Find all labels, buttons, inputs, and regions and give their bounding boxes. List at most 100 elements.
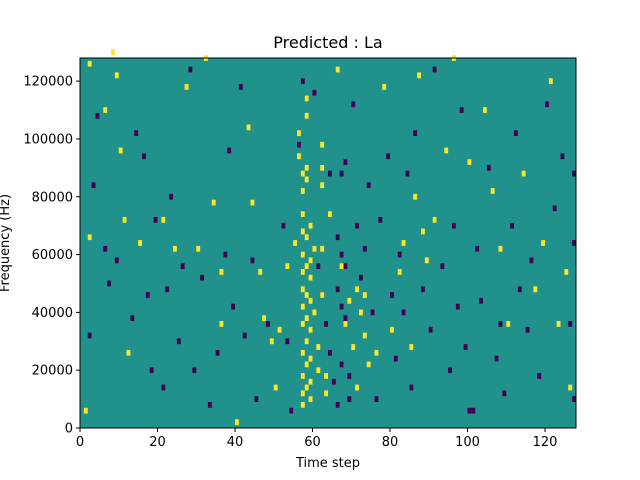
heatmap-cell-low [545,101,549,108]
y-tick-label: 80000 [32,190,73,205]
heatmap-cell-low [347,396,352,402]
heatmap-cell-high [308,274,313,281]
heatmap-cell-high [490,188,495,194]
heatmap-cell-high [521,170,526,177]
heatmap-cell-high [533,286,538,293]
heatmap-cell-high [300,251,305,258]
heatmap-cell-high [297,130,301,137]
heatmap-cell-low [231,303,236,310]
heatmap-cell-high [304,338,309,345]
heatmap-cell-low [95,112,100,119]
heatmap-cell-low [165,286,170,293]
heatmap-cell-low [347,373,352,379]
heatmap-cell-low [207,401,212,408]
heatmap-cell-high [467,159,472,165]
heatmap-cell-high [304,164,309,171]
heatmap-cell-low [343,315,348,322]
heatmap-cell-low [215,349,220,356]
heatmap-cell-high [413,193,418,200]
heatmap-cell-high [219,269,224,275]
heatmap-cell-low [238,84,243,90]
heatmap-cell-high [374,349,379,356]
heatmap-cell-high [343,321,348,327]
heatmap-cell-low [339,361,344,368]
heatmap-cell-low [254,396,259,402]
heatmap-cell-low [324,321,329,327]
x-tick-label: 0 [76,435,84,450]
x-tick-label: 80 [382,435,399,450]
heatmap-cell-high [355,384,360,391]
heatmap-cell-high [269,338,274,345]
heatmap-cell-high [320,182,325,189]
heatmap-cell-high [362,292,367,298]
heatmap-cell-high [397,269,402,275]
heatmap-cell-low [459,107,464,113]
heatmap-cell-high [548,78,553,85]
heatmap-cell-low [192,367,197,374]
heatmap-cell-high [83,407,88,414]
heatmap-cell-low [560,153,565,160]
heatmap-cell-high [483,107,487,113]
heatmap-cell-high [246,124,251,131]
heatmap-cell-low [335,234,340,241]
heatmap-cell-low [390,292,394,298]
heatmap-cell-high [308,326,313,333]
heatmap-cell-low [242,332,247,339]
heatmap-cell-high [300,211,305,217]
heatmap-cell-low [409,384,414,391]
heatmap-cell-low [494,355,499,362]
heatmap-cell-low [432,66,437,73]
heatmap-cell-low [455,303,460,310]
heatmap-cell-high [304,112,309,119]
heatmap-cell-low [366,182,371,189]
heatmap-cell-low [572,240,577,246]
heatmap-cell-low [479,297,484,304]
heatmap-cell-high [300,269,305,275]
heatmap-cell-high [262,315,267,322]
heatmap-background [80,58,576,428]
heatmap-cell-high [424,257,429,264]
heatmap-cell-low [300,78,305,85]
heatmap-cell-high [114,72,119,79]
heatmap-cell-low [328,349,332,356]
heatmap-cell-high [304,384,309,391]
y-axis-label: Frequency (Hz) [0,194,13,292]
heatmap-cell-high [300,349,305,356]
heatmap-cell-high [161,216,166,223]
heatmap-cell-low [200,274,205,281]
heatmap-cell-low [378,216,383,223]
heatmap-cell-high [285,263,290,270]
heatmap-cell-low [134,130,139,137]
heatmap-cell-low [413,130,418,137]
heatmap-cell-low [467,407,472,414]
heatmap-cell-high [506,321,511,327]
heatmap-cell-low [517,286,522,293]
heatmap-cell-high [111,49,115,56]
heatmap-cell-low [153,216,158,223]
x-tick-label: 60 [304,435,321,450]
heatmap-cell-high [324,373,329,379]
heatmap-cell-low [362,245,367,252]
heatmap-cell-high [498,245,503,252]
heatmap-cell-low [180,263,185,270]
y-tick-label: 100000 [23,132,73,147]
heatmap-cell-low [374,396,379,402]
heatmap-cell-high [366,361,371,368]
heatmap-cell-high [320,164,325,171]
heatmap-cell-high [308,355,313,362]
heatmap-cell-high [304,234,309,241]
heatmap-cell-low [475,245,480,252]
heatmap-cell-low [91,182,96,189]
heatmap-cell-low [285,338,290,345]
heatmap-cell-low [130,315,135,322]
heatmap-cell-high [300,286,305,293]
heatmap-cell-high [211,199,216,206]
heatmap-cell-high [421,228,425,235]
heatmap-cell-high [308,257,313,264]
heatmap-cell-high [300,390,305,397]
heatmap-cell-low [463,344,468,350]
heatmap-cell-high [138,240,143,246]
heatmap-cell-low [355,222,360,229]
heatmap-cell-low [145,292,150,298]
heatmap-cell-high [390,326,394,333]
